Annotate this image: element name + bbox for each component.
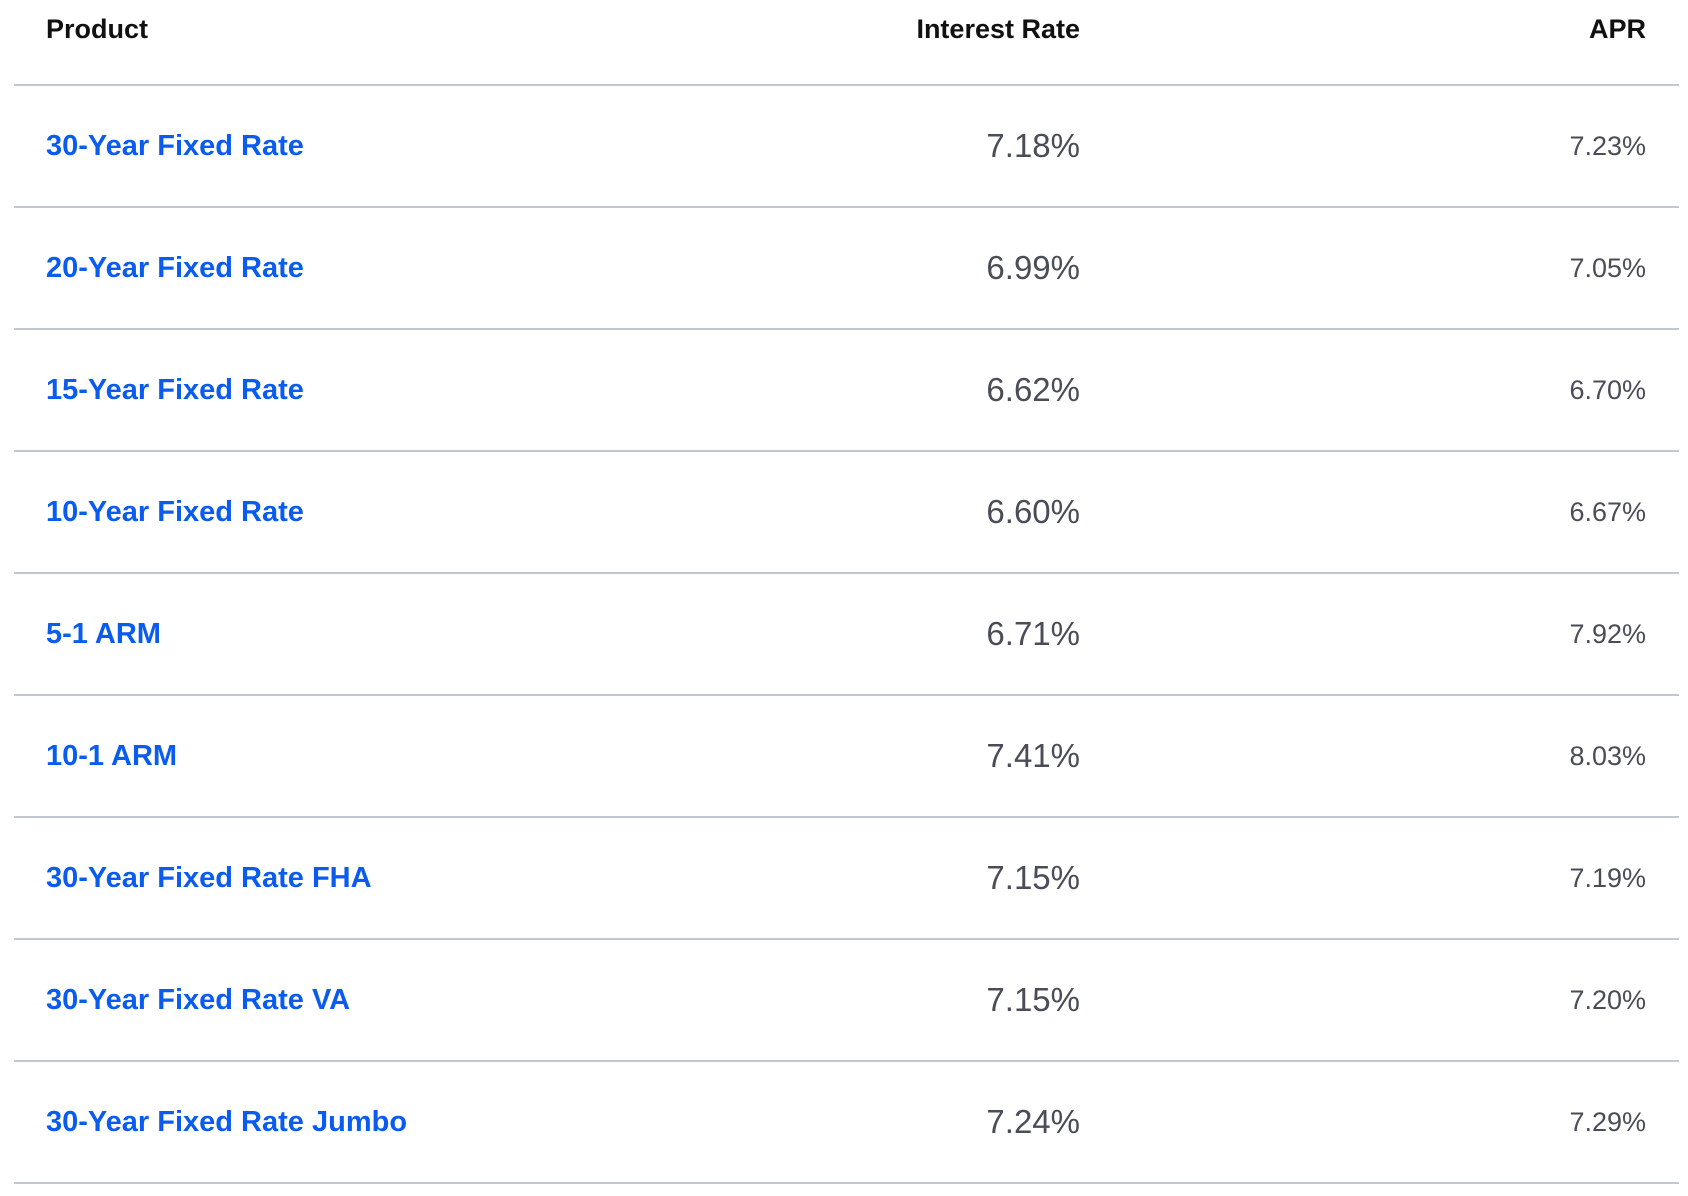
- table-row: 15-Year Fixed Rate 6.62% 6.70%: [14, 330, 1679, 452]
- interest-rate-value: 7.15%: [986, 859, 1080, 896]
- table-row: 20-Year Fixed Rate 6.99% 7.05%: [14, 208, 1679, 330]
- product-link[interactable]: 30-Year Fixed Rate Jumbo: [46, 1106, 408, 1138]
- apr-value: 6.67%: [1569, 497, 1646, 527]
- product-link[interactable]: 30-Year Fixed Rate VA: [46, 984, 351, 1016]
- apr-value: 7.05%: [1569, 253, 1646, 283]
- apr-value: 7.92%: [1569, 619, 1646, 649]
- apr-value: 7.29%: [1569, 1107, 1646, 1137]
- table-row: 5-1 ARM 6.71% 7.92%: [14, 574, 1679, 696]
- table-row: 30-Year Fixed Rate 7.18% 7.23%: [14, 86, 1679, 208]
- apr-value: 6.70%: [1569, 375, 1646, 405]
- product-link[interactable]: 10-1 ARM: [46, 740, 178, 772]
- interest-rate-value: 6.60%: [986, 493, 1080, 530]
- interest-rate-value: 6.99%: [986, 249, 1080, 286]
- table-row: 30-Year Fixed Rate Jumbo 7.24% 7.29%: [14, 1062, 1679, 1184]
- interest-rate-value: 7.41%: [986, 737, 1080, 774]
- interest-rate-value: 7.15%: [986, 981, 1080, 1018]
- interest-rate-value: 7.24%: [986, 1103, 1080, 1140]
- product-link[interactable]: 15-Year Fixed Rate: [46, 374, 304, 406]
- product-link[interactable]: 20-Year Fixed Rate: [46, 252, 304, 284]
- product-link[interactable]: 10-Year Fixed Rate: [46, 496, 304, 528]
- apr-value: 7.23%: [1569, 131, 1646, 161]
- header-product: Product: [46, 14, 149, 44]
- product-link[interactable]: 30-Year Fixed Rate FHA: [46, 862, 372, 894]
- table-row: 10-Year Fixed Rate 6.60% 6.67%: [14, 452, 1679, 574]
- apr-value: 8.03%: [1569, 741, 1646, 771]
- product-link[interactable]: 30-Year Fixed Rate: [46, 130, 304, 162]
- table-row: 30-Year Fixed Rate VA 7.15% 7.20%: [14, 940, 1679, 1062]
- header-interest-rate: Interest Rate: [916, 14, 1080, 44]
- table-row: 30-Year Fixed Rate FHA 7.15% 7.19%: [14, 818, 1679, 940]
- table-row: 10-1 ARM 7.41% 8.03%: [14, 696, 1679, 818]
- apr-value: 7.19%: [1569, 863, 1646, 893]
- product-link[interactable]: 5-1 ARM: [46, 618, 161, 650]
- header-apr: APR: [1588, 14, 1646, 44]
- interest-rate-value: 6.62%: [986, 371, 1080, 408]
- table-header-row: Product Interest Rate APR: [14, 0, 1679, 86]
- interest-rate-value: 7.18%: [986, 127, 1080, 164]
- apr-value: 7.20%: [1569, 985, 1646, 1015]
- mortgage-rates-table: Product Interest Rate APR 30-Year Fixed …: [14, 0, 1679, 1184]
- interest-rate-value: 6.71%: [986, 615, 1080, 652]
